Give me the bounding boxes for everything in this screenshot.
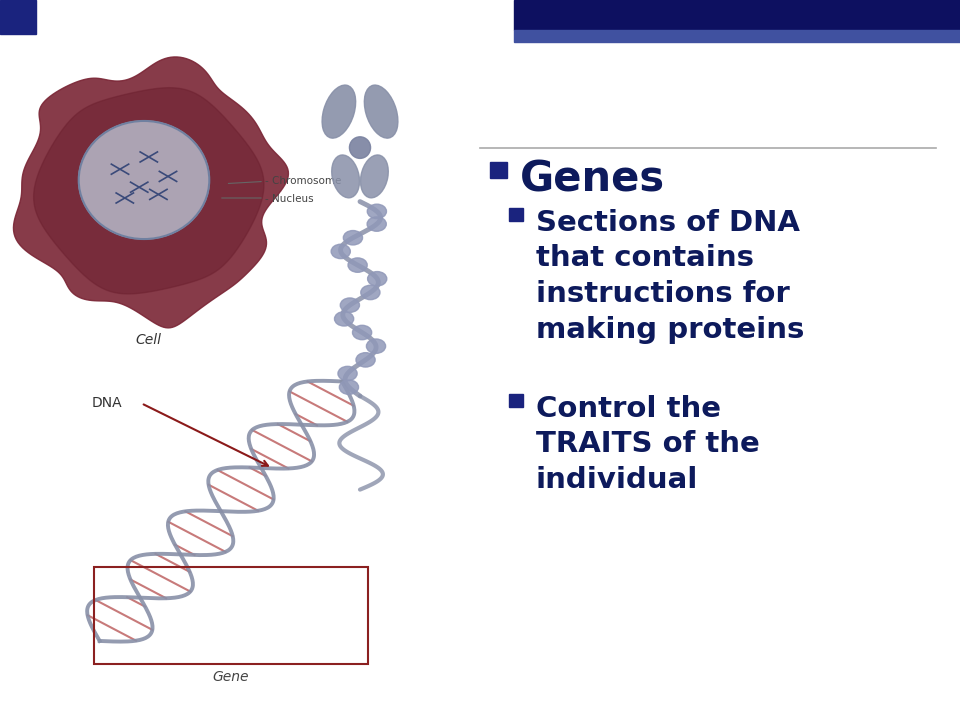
Bar xyxy=(94,567,368,664)
Ellipse shape xyxy=(349,137,371,158)
Circle shape xyxy=(331,244,350,258)
Text: Sections of DNA
that contains
instructions for
making proteins: Sections of DNA that contains instructio… xyxy=(536,209,804,344)
Circle shape xyxy=(356,353,375,367)
Circle shape xyxy=(339,380,358,395)
Text: - Nucleus: - Nucleus xyxy=(265,194,314,204)
Circle shape xyxy=(352,325,372,340)
Bar xyxy=(490,162,507,178)
Text: Genes: Genes xyxy=(520,158,665,200)
Ellipse shape xyxy=(79,121,209,239)
Ellipse shape xyxy=(323,85,355,138)
Text: - Chromosome: - Chromosome xyxy=(265,176,342,186)
Circle shape xyxy=(340,298,359,312)
Circle shape xyxy=(338,366,357,381)
Polygon shape xyxy=(34,88,264,294)
Polygon shape xyxy=(13,57,288,328)
Text: Cell: Cell xyxy=(135,333,162,346)
Ellipse shape xyxy=(365,85,397,138)
Bar xyxy=(509,394,523,407)
Ellipse shape xyxy=(361,155,388,198)
Text: DNA: DNA xyxy=(91,396,122,410)
Text: Gene: Gene xyxy=(212,670,250,683)
Ellipse shape xyxy=(332,155,359,198)
Circle shape xyxy=(344,230,363,245)
Circle shape xyxy=(367,217,386,231)
Bar xyxy=(514,30,960,42)
Circle shape xyxy=(368,204,387,219)
Circle shape xyxy=(368,271,387,286)
Text: Control the
TRAITS of the
individual: Control the TRAITS of the individual xyxy=(536,395,759,494)
Circle shape xyxy=(361,285,380,300)
Circle shape xyxy=(334,312,353,326)
Bar xyxy=(0,0,36,34)
Bar xyxy=(514,0,960,30)
Circle shape xyxy=(348,258,368,272)
Bar xyxy=(509,208,523,221)
Circle shape xyxy=(367,339,386,354)
